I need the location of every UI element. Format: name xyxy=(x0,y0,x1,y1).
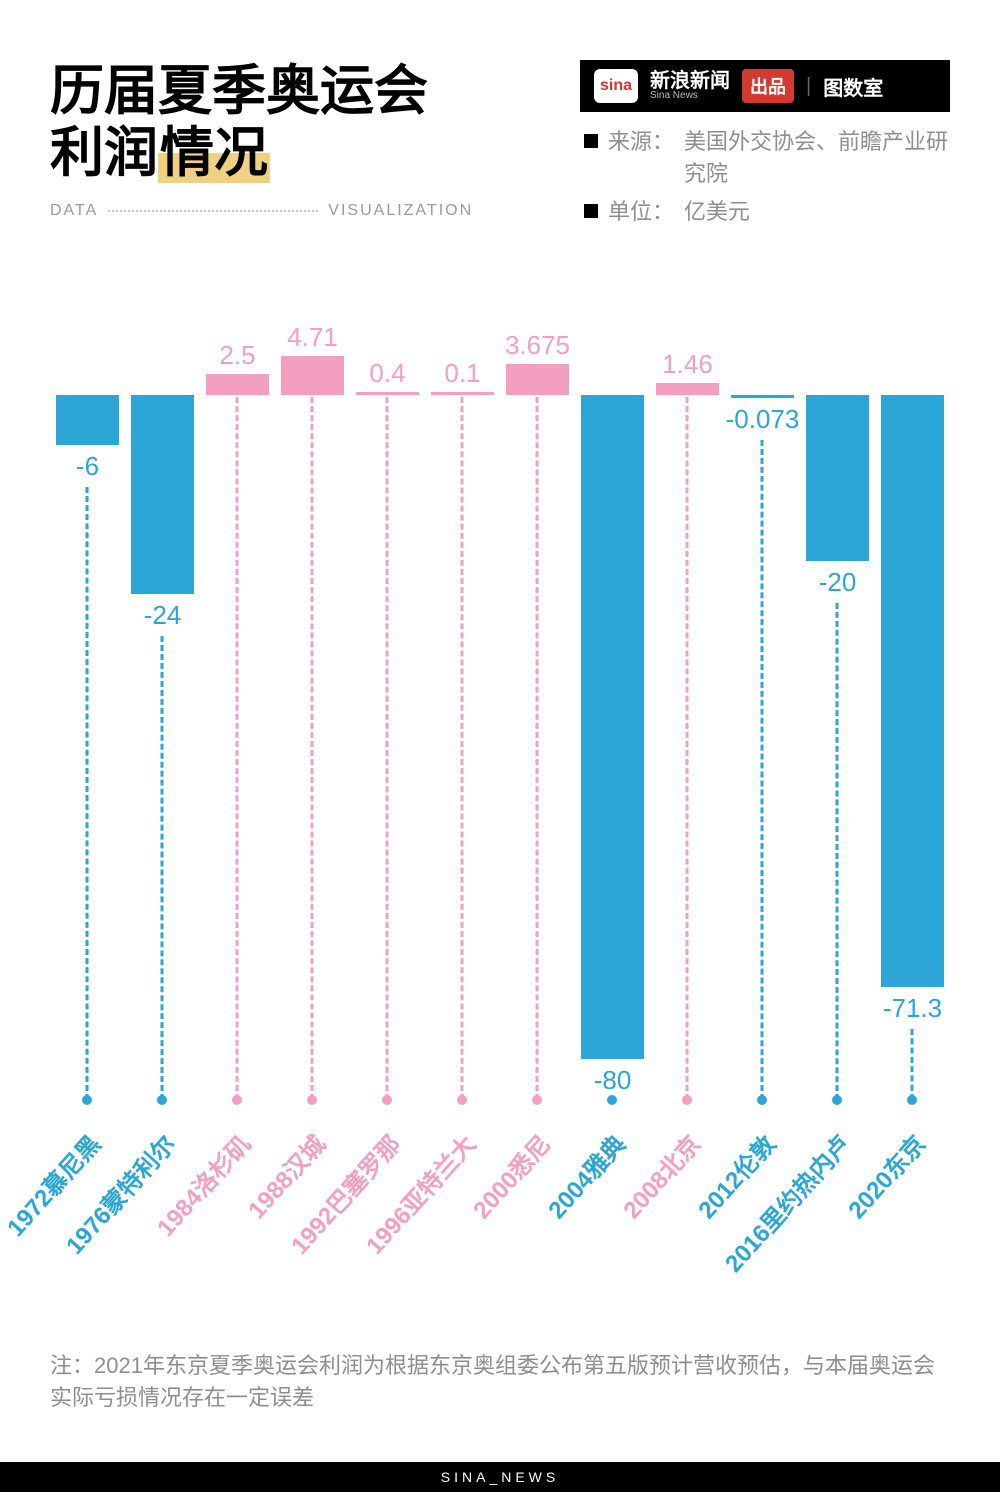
connector-dot-icon xyxy=(232,1095,242,1105)
connector-dash xyxy=(911,1029,914,1100)
connector-dot-icon xyxy=(82,1095,92,1105)
title-block: 历届夏季奥运会利润情况 DATA VISUALIZATION xyxy=(50,60,580,220)
meta-list: 来源： 美国外交协会、前瞻产业研究院单位： 亿美元 xyxy=(580,126,950,228)
footnote: 注：2021年东京夏季奥运会利润为根据东京奥组委公布第五版预计营收预估，与本届奥… xyxy=(50,1350,950,1414)
header: 历届夏季奥运会利润情况 DATA VISUALIZATION sina 新浪新闻… xyxy=(50,60,950,234)
meta-row: 来源： 美国外交协会、前瞻产业研究院 xyxy=(584,126,950,190)
bar-value-label: 1.46 xyxy=(650,349,725,380)
brand-news-en: Sina News xyxy=(650,91,730,101)
bar-positive xyxy=(506,364,569,395)
meta-value: 美国外交协会、前瞻产业研究院 xyxy=(684,126,950,190)
connector-dot-icon xyxy=(157,1095,167,1105)
footer-text: SINA_NEWS xyxy=(441,1469,559,1485)
connector-dot-icon xyxy=(607,1095,617,1105)
connector-dot-icon xyxy=(682,1095,692,1105)
bar-positive xyxy=(431,392,494,395)
brand-bar: sina 新浪新闻 Sina News 出品 | 图数室 xyxy=(580,60,950,112)
connector-dash xyxy=(236,397,239,1100)
bar-value-label: 3.675 xyxy=(500,330,575,361)
subtitle-dots xyxy=(108,210,318,212)
bar-value-label: -20 xyxy=(800,567,875,598)
connector-dot-icon xyxy=(757,1095,767,1105)
bar-negative xyxy=(881,395,944,987)
bar-value-label: 2.5 xyxy=(200,340,275,371)
connector-dot-icon xyxy=(457,1095,467,1105)
connector-dot-icon xyxy=(532,1095,542,1105)
chart: -61972慕尼黑-241976蒙特利尔2.51984洛杉矶4.711988汉城… xyxy=(50,300,950,1340)
brand-badge: 出品 xyxy=(742,69,794,103)
bar-negative xyxy=(56,395,119,445)
bar-value-label: -24 xyxy=(125,600,200,631)
bar-positive xyxy=(656,383,719,395)
bar-negative xyxy=(131,395,194,594)
connector-dash xyxy=(86,487,89,1100)
connector-dash xyxy=(461,397,464,1100)
bar-positive xyxy=(356,392,419,395)
subtitle-row: DATA VISUALIZATION xyxy=(50,202,580,220)
connector-dash xyxy=(836,603,839,1100)
connector-dash xyxy=(311,397,314,1100)
bar-positive xyxy=(281,356,344,395)
meta-label: 来源： xyxy=(608,126,674,158)
connector-dash xyxy=(536,397,539,1100)
bar-negative xyxy=(806,395,869,561)
brand-block: sina 新浪新闻 Sina News 出品 | 图数室 来源： 美国外交协会、前… xyxy=(580,60,950,234)
bar-positive xyxy=(206,374,269,395)
meta-label: 单位： xyxy=(608,196,674,228)
meta-row: 单位： 亿美元 xyxy=(584,196,950,228)
connector-dot-icon xyxy=(907,1095,917,1105)
footer-bar: SINA_NEWS xyxy=(0,1462,1000,1492)
bar-value-label: -71.3 xyxy=(875,993,950,1024)
bar-value-label: 4.71 xyxy=(275,322,350,353)
chart-column: -71.32020东京 xyxy=(875,300,950,1340)
connector-dot-icon xyxy=(382,1095,392,1105)
connector-dash xyxy=(686,397,689,1100)
brand-news-cn: 新浪新闻 xyxy=(650,71,730,91)
brand-right-label: 图数室 xyxy=(823,72,883,101)
bullet-square-icon xyxy=(584,134,598,148)
subtitle-left: DATA xyxy=(50,202,98,220)
subtitle-right: VISUALIZATION xyxy=(328,202,473,220)
brand-separator: | xyxy=(806,75,811,98)
meta-value: 亿美元 xyxy=(684,196,750,228)
chart-plot: -61972慕尼黑-241976蒙特利尔2.51984洛杉矶4.711988汉城… xyxy=(50,300,950,1340)
connector-dash xyxy=(761,440,764,1100)
connector-dash xyxy=(161,636,164,1100)
chart-title: 历届夏季奥运会利润情况 xyxy=(50,60,580,184)
infographic-page: 历届夏季奥运会利润情况 DATA VISUALIZATION sina 新浪新闻… xyxy=(0,0,1000,1492)
bar-negative xyxy=(581,395,644,1059)
bullet-square-icon xyxy=(584,204,598,218)
bar-negative xyxy=(731,395,794,398)
x-axis-label: 2020东京 xyxy=(906,1051,1000,1150)
sina-logo-icon: sina xyxy=(594,69,638,103)
connector-dot-icon xyxy=(832,1095,842,1105)
bar-value-label: -6 xyxy=(50,451,125,482)
connector-dash xyxy=(386,397,389,1100)
bar-value-label: 0.1 xyxy=(425,358,500,389)
bar-value-label: -0.073 xyxy=(725,404,800,435)
connector-dot-icon xyxy=(307,1095,317,1105)
bar-value-label: 0.4 xyxy=(350,358,425,389)
